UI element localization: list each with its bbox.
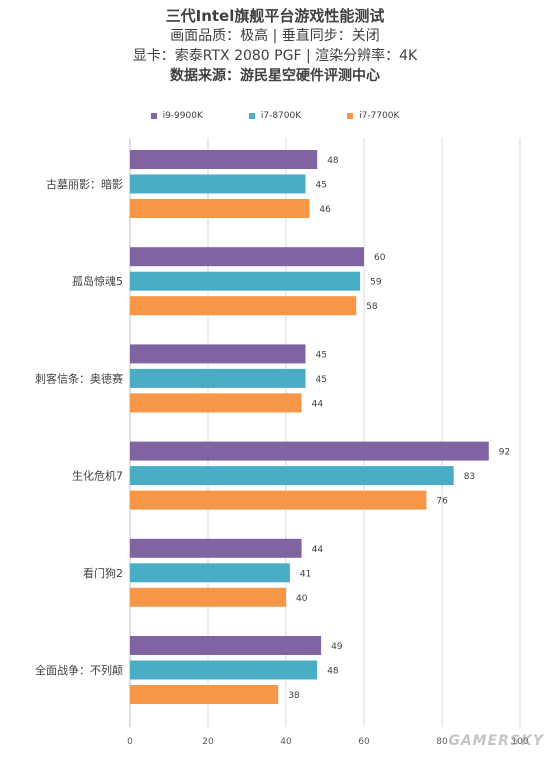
bar	[130, 660, 318, 680]
bar	[130, 150, 318, 169]
x-tick-label: 60	[358, 737, 370, 747]
bar	[130, 199, 310, 218]
watermark: GAMERSKY	[448, 733, 544, 749]
bar	[130, 563, 290, 583]
legend-swatch	[150, 113, 157, 119]
data-label: 49	[331, 642, 343, 652]
data-label: 46	[319, 205, 331, 215]
bar	[130, 174, 306, 194]
category-label: 看门狗2	[83, 566, 123, 580]
data-label: 60	[374, 253, 386, 263]
chart-subtitle-2: 显卡：索泰RTX 2080 PGF | 渲染分辨率：4K	[132, 48, 418, 64]
legend-label: i7-7700K	[359, 111, 400, 121]
bar	[130, 587, 286, 607]
category-label: 刺客信条：奥德赛	[35, 371, 123, 385]
chart-subtitle-1: 画面品质：极高 | 垂直同步：关闭	[170, 28, 380, 44]
bar	[130, 271, 361, 291]
bar	[130, 490, 427, 510]
data-label: 44	[312, 545, 324, 555]
data-label: 58	[366, 302, 378, 312]
bar	[130, 296, 357, 316]
data-label: 83	[464, 472, 475, 482]
legend-label: i7-8700K	[260, 111, 302, 121]
legend-swatch	[347, 113, 354, 119]
category-label: 古墓丽影：暗影	[46, 177, 123, 191]
category-label: 全面战争：不列颠	[35, 663, 123, 677]
bar	[130, 466, 454, 486]
x-tick-label: 40	[280, 737, 292, 747]
legend-item-i7-8700k: i7-8700K	[248, 111, 302, 121]
bar	[130, 247, 364, 267]
data-label: 45	[316, 181, 327, 191]
legend-item-i7-7700k: i7-7700K	[347, 111, 399, 121]
bar	[130, 685, 279, 704]
category-label: 孤岛惊魂5	[72, 274, 123, 288]
legend-label: i9-9900K	[162, 111, 203, 121]
data-label: 92	[499, 448, 510, 458]
category-label: 生化危机7	[72, 469, 123, 483]
bar	[130, 441, 489, 461]
chart-legend: i9-9900K i7-8700K i7-7700K	[0, 111, 550, 121]
chart-title: 三代Intel旗舰平台游戏性能测试	[165, 7, 385, 25]
data-label: 40	[296, 594, 308, 604]
data-label: 41	[300, 569, 311, 579]
bar	[130, 368, 306, 388]
data-label: 59	[370, 278, 382, 288]
chart-titles: 三代Intel旗舰平台游戏性能测试 画面品质：极高 | 垂直同步：关闭 显卡：索…	[0, 6, 550, 86]
data-label: 45	[316, 350, 327, 360]
data-label: 48	[327, 156, 339, 166]
bar	[130, 393, 302, 413]
x-tick-label: 20	[202, 737, 214, 747]
legend-swatch	[248, 113, 255, 119]
data-label: 48	[327, 667, 339, 677]
bar	[130, 538, 302, 558]
bar	[130, 636, 322, 655]
data-label: 76	[436, 497, 448, 507]
data-label: 44	[312, 399, 324, 409]
x-tick-label: 0	[127, 737, 133, 747]
x-tick-label: 100	[511, 737, 528, 747]
bar	[130, 344, 306, 364]
data-label: 45	[316, 375, 327, 385]
legend-item-i9-9900k: i9-9900K	[150, 111, 203, 121]
data-label: 38	[288, 691, 300, 701]
x-tick-label: 80	[436, 737, 448, 747]
chart-source: 数据来源：游民星空硬件评测中心	[170, 68, 380, 84]
